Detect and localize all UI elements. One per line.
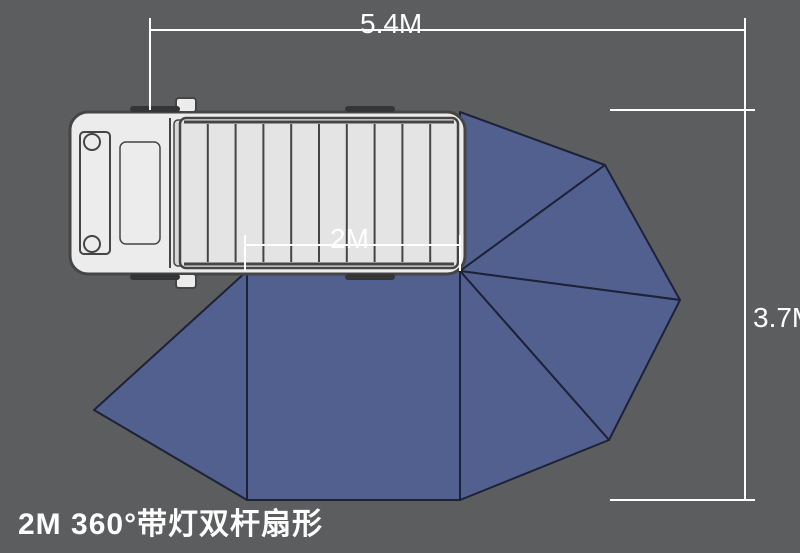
vehicle-group	[70, 98, 465, 288]
product-caption: 2M 360°带灯双杆扇形	[18, 499, 323, 543]
dim-label-bed: 2M	[330, 223, 369, 255]
awning-panel-6	[94, 271, 247, 500]
awning-diagram	[0, 0, 800, 553]
dim-label-height: 3.7M	[753, 302, 800, 334]
awning-panel-5	[247, 271, 460, 500]
dim-label-width: 5.4M	[360, 8, 422, 40]
